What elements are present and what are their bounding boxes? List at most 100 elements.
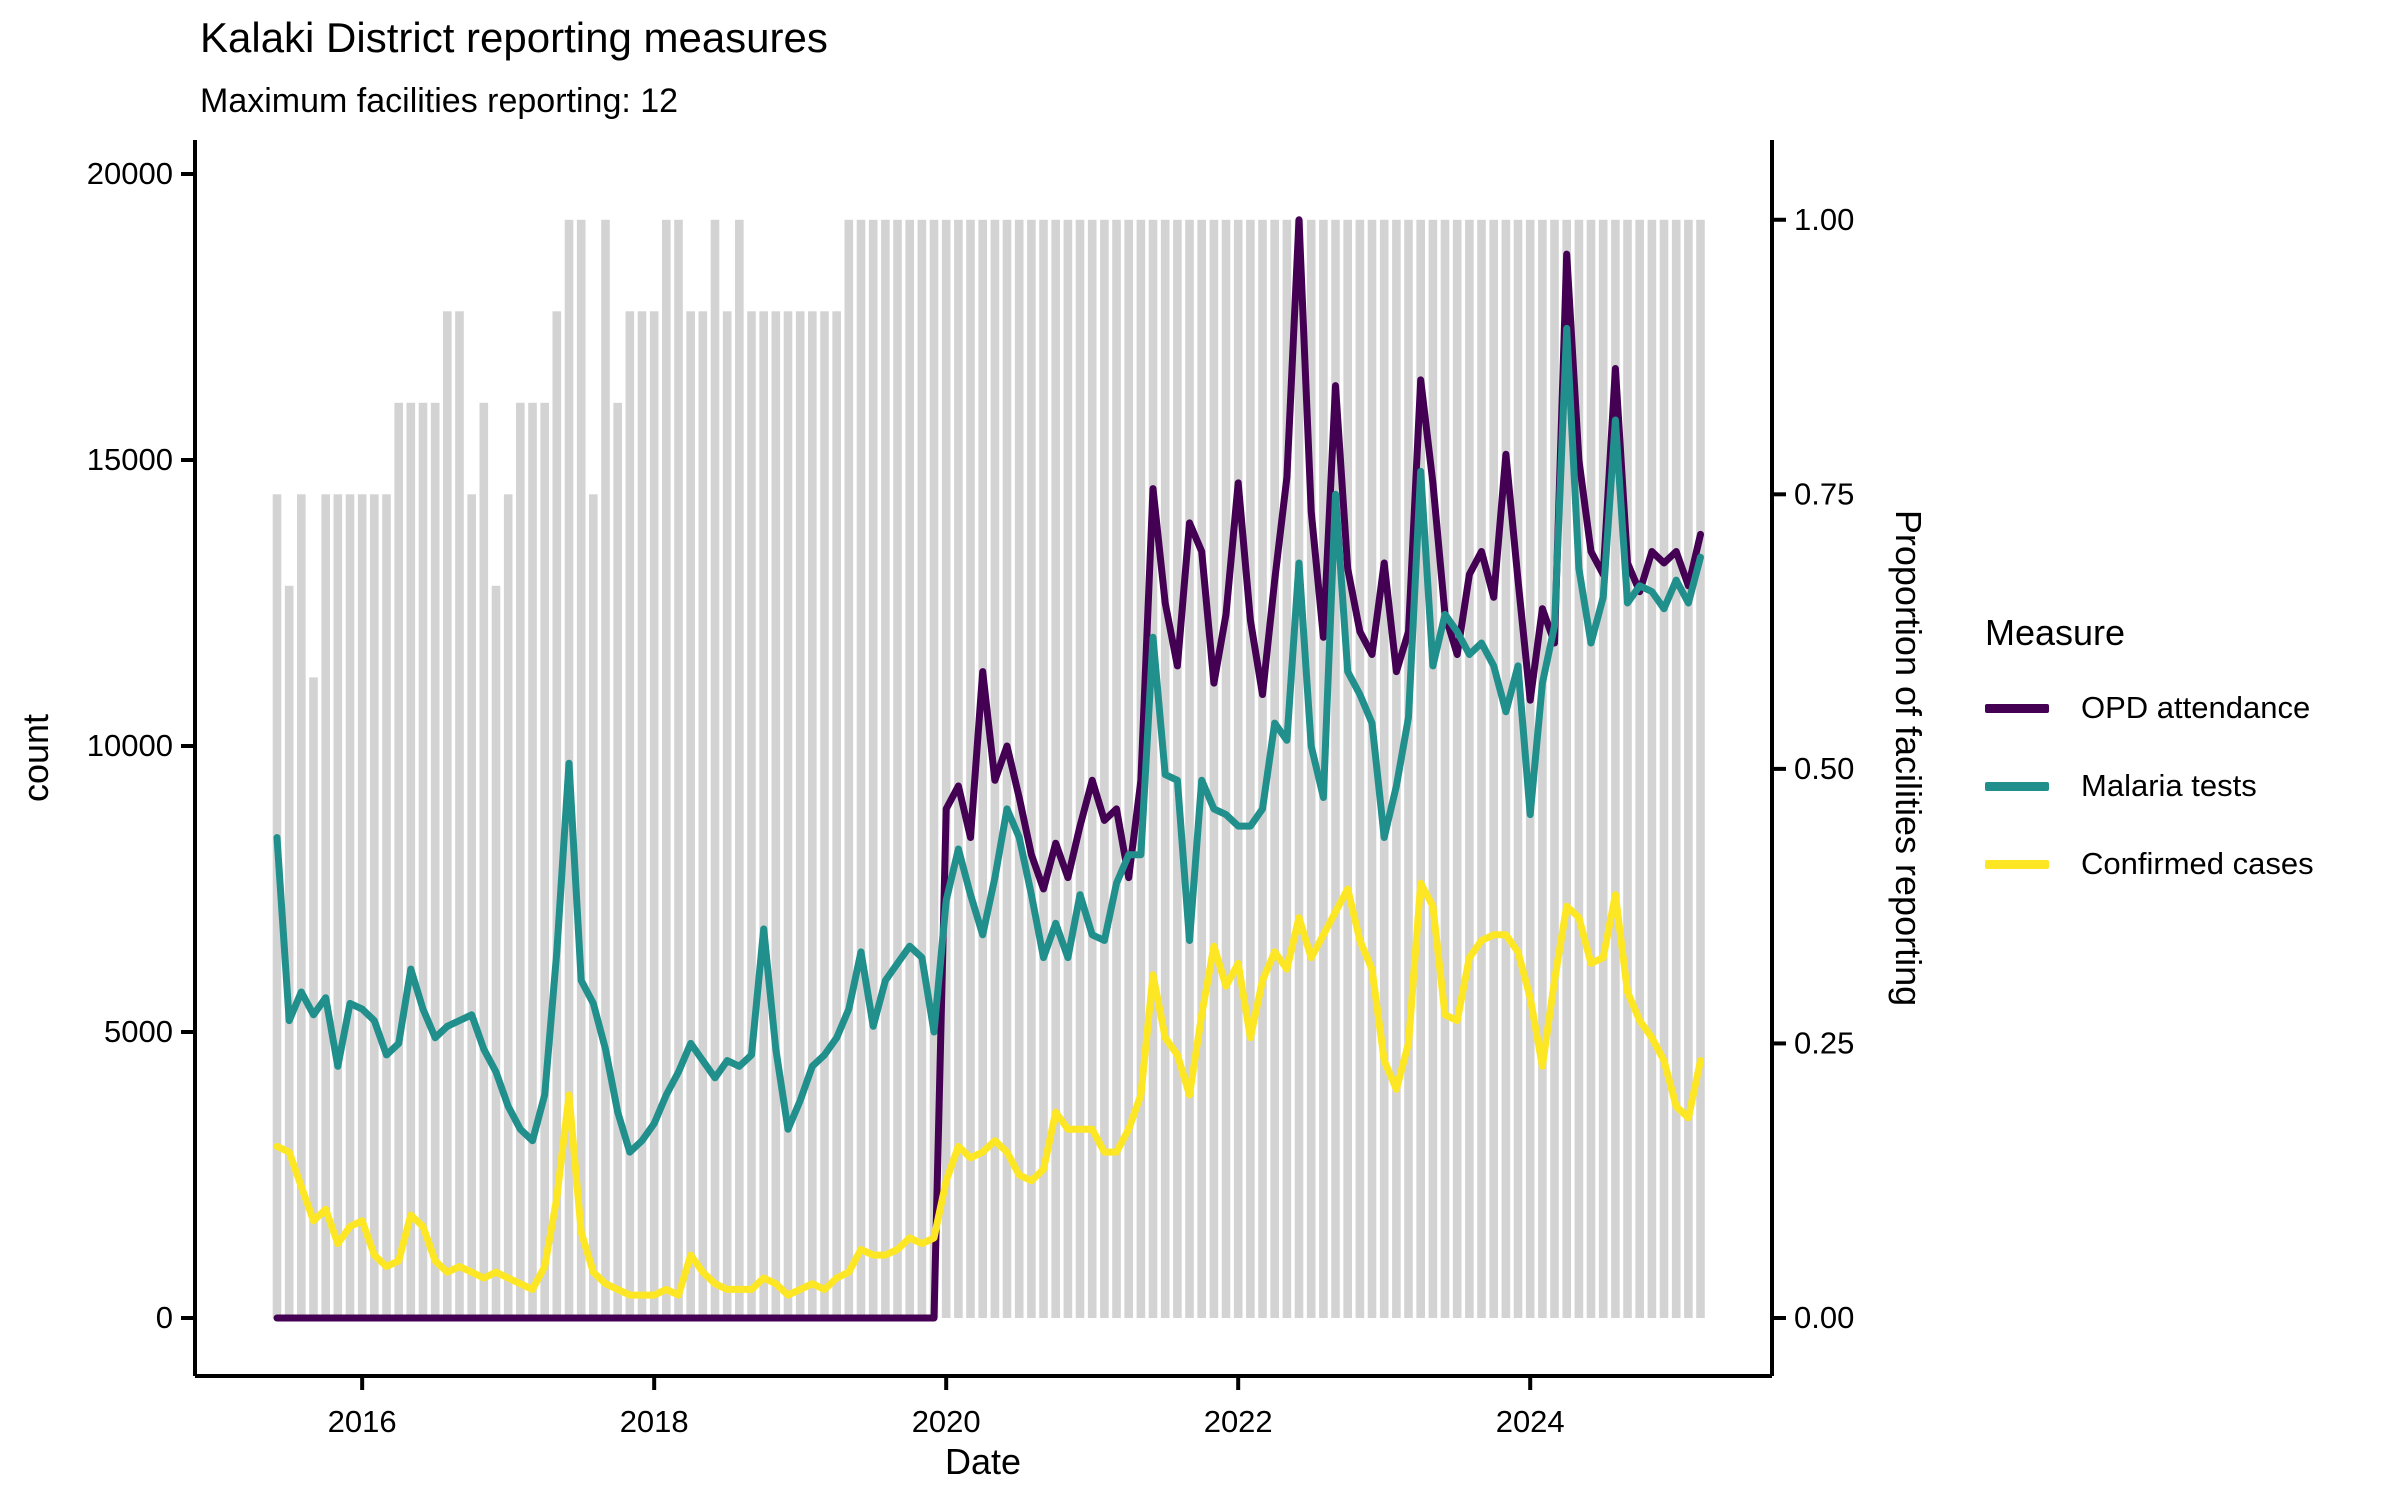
confirmed-line-swatch	[1985, 859, 2049, 869]
facility-bar	[649, 311, 659, 1318]
facility-bar	[370, 494, 379, 1318]
y-axis-title-right: Proportion of facilities reporting	[1888, 509, 1929, 1007]
facility-bar	[735, 219, 744, 1318]
facility-bar	[1343, 219, 1352, 1318]
y-tick-label-right: 1.00	[1794, 202, 1854, 237]
facility-bar	[808, 311, 817, 1318]
facility-bar	[1598, 219, 1608, 1318]
facility-bar	[613, 402, 622, 1318]
facility-bar	[625, 311, 635, 1318]
facility-bar	[1294, 219, 1304, 1318]
y-tick-label-left: 20000	[87, 156, 173, 191]
chart-title: Kalaki District reporting measures	[200, 14, 828, 61]
facility-bar	[856, 219, 866, 1318]
facility-bar	[1611, 219, 1620, 1318]
facility-bar	[1087, 219, 1097, 1318]
legend: Measure OPD attendance Malaria tests Con…	[1985, 612, 2314, 924]
facility-bar	[406, 402, 416, 1318]
facility-bar	[479, 402, 489, 1318]
facility-bar	[905, 219, 914, 1318]
y-tick-label-right: 0.00	[1794, 1300, 1854, 1335]
facility-bar	[430, 402, 440, 1318]
facility-bar	[929, 219, 939, 1318]
y-axis-title-left: count	[15, 713, 56, 803]
facility-bar	[1404, 219, 1413, 1318]
chart-subtitle: Maximum facilities reporting: 12	[200, 82, 679, 120]
facility-bar	[1075, 219, 1085, 1318]
facility-bar	[1501, 219, 1511, 1318]
facility-bar	[272, 494, 282, 1318]
facility-bar	[1671, 219, 1681, 1318]
facility-bar	[1452, 219, 1462, 1318]
malaria-line-swatch	[1985, 781, 2049, 791]
facility-bar	[674, 219, 683, 1318]
facility-bar	[795, 311, 805, 1318]
facility-bar	[309, 677, 318, 1318]
facility-bar	[345, 494, 355, 1318]
facility-bar	[698, 311, 708, 1318]
facility-bar	[1270, 219, 1279, 1318]
facility-bar	[1221, 219, 1231, 1318]
facility-bar	[1233, 219, 1243, 1318]
y-tick-label-left: 5000	[104, 1014, 173, 1049]
facility-bar	[954, 219, 963, 1318]
facility-bar	[528, 402, 537, 1318]
x-tick-label: 2016	[328, 1404, 397, 1439]
facility-bar	[771, 311, 781, 1318]
facility-bar	[868, 219, 878, 1318]
facility-bar	[1525, 219, 1535, 1318]
facility-bar	[1063, 219, 1073, 1318]
facility-bar	[844, 219, 854, 1318]
facility-bar	[1100, 219, 1109, 1318]
facility-bar	[1124, 219, 1133, 1318]
facility-bar	[1051, 219, 1060, 1318]
facility-bar	[832, 311, 841, 1318]
facility-bar	[576, 219, 586, 1318]
facility-bar	[1550, 219, 1559, 1318]
facility-bar	[443, 311, 452, 1318]
facility-bar	[1331, 219, 1340, 1318]
facility-bar	[552, 311, 562, 1318]
facility-bar	[893, 219, 902, 1318]
facility-bar	[686, 311, 695, 1318]
facility-bar	[1586, 219, 1596, 1318]
facility-bar	[1027, 219, 1036, 1318]
facility-bar	[1002, 219, 1012, 1318]
facility-bar	[710, 219, 720, 1318]
legend-item-label: OPD attendance	[2081, 690, 2311, 725]
facility-bar	[978, 219, 987, 1318]
facility-bar	[1367, 219, 1377, 1318]
facility-bar	[333, 494, 343, 1318]
facility-bar	[1623, 219, 1632, 1318]
facility-bar	[297, 494, 306, 1318]
legend-item-label: Confirmed cases	[2081, 846, 2314, 881]
facility-bar	[601, 219, 610, 1318]
facility-bar	[1465, 219, 1474, 1318]
facility-bar	[1538, 219, 1547, 1318]
facility-bar	[1014, 219, 1024, 1318]
facility-bar	[1647, 219, 1657, 1318]
opd-line-swatch	[1985, 703, 2049, 713]
x-tick-label: 2022	[1204, 1404, 1273, 1439]
facility-bar	[1197, 219, 1206, 1318]
series-line-opd-attendance	[273, 216, 1704, 1322]
facility-bar	[418, 402, 428, 1318]
facility-bar	[1513, 219, 1523, 1318]
facility-bar	[1306, 219, 1316, 1318]
facility-bar	[516, 402, 525, 1318]
facility-bar	[1635, 219, 1644, 1318]
series-line-confirmed-cases	[273, 879, 1704, 1299]
facility-bar	[722, 311, 732, 1318]
x-axis-title: Date	[944, 1441, 1022, 1482]
x-tick-label: 2018	[620, 1404, 689, 1439]
legend-item-label: Malaria tests	[2081, 768, 2257, 803]
facility-bar	[1659, 219, 1669, 1318]
facility-bar	[1574, 219, 1584, 1318]
y-tick-label-right: 0.75	[1794, 476, 1854, 511]
facility-bar	[589, 494, 598, 1318]
facility-bar	[941, 219, 951, 1318]
x-tick-label: 2024	[1496, 1404, 1565, 1439]
facility-bar	[662, 219, 671, 1318]
